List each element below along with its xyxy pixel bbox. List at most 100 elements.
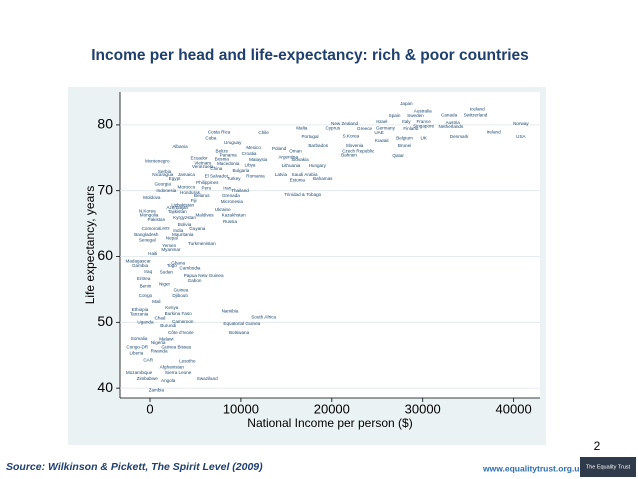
country-label: Bahrain (341, 152, 357, 157)
country-label: Barbados (308, 143, 328, 148)
x-tick-label: 30000 (405, 401, 441, 416)
x-axis-title: National Income per person ($) (247, 416, 412, 430)
country-label: Chile (258, 130, 269, 135)
country-label: Guyana (189, 226, 206, 231)
country-label: Israel (376, 119, 387, 124)
country-label: Niger (159, 281, 170, 286)
country-label: Nicaragua (152, 172, 173, 177)
y-axis-title: Life expectancy, years (83, 186, 97, 305)
country-label: Madagascar (126, 258, 152, 263)
page-number: 2 (594, 439, 601, 453)
country-label: Greece (357, 126, 373, 131)
country-label: Micronesia (221, 199, 244, 204)
country-label: Japan (400, 101, 413, 106)
country-label: Netherlands (439, 124, 464, 129)
country-label: UAE (374, 130, 383, 135)
country-label: Fiji (191, 198, 197, 203)
country-label: Uganda (137, 320, 154, 325)
country-label: Panama (220, 152, 238, 157)
country-label: Moldova (143, 195, 161, 200)
country-label: Laos (160, 225, 171, 230)
country-label: Hungary (309, 163, 327, 168)
country-label: Egypt (169, 176, 181, 181)
source: Source: Wilkinson & Pickett, The Spirit … (6, 461, 263, 473)
country-label: Serbia (158, 169, 172, 174)
country-label: Canada (441, 112, 458, 117)
country-label: Cuba (205, 135, 216, 140)
country-label: Haiti (148, 251, 157, 256)
country-label: Mongolia (140, 212, 159, 217)
country-label: Singapore (413, 123, 434, 128)
country-label: Latvia (275, 172, 288, 177)
country-label: Mexico (246, 145, 261, 150)
country-label: Macedonia (217, 161, 240, 166)
country-label: Mozambique (126, 370, 153, 375)
country-label: New Zealand (331, 121, 359, 126)
country-label: Malawi (159, 337, 173, 342)
country-label: Senegal (139, 237, 156, 242)
country-label: Iran (223, 185, 231, 190)
country-label: Swaziland (197, 376, 218, 381)
country-label: Portugal (301, 134, 318, 139)
country-label: Belarus (194, 193, 210, 198)
country-label: Cambodia (180, 266, 201, 271)
country-label: Pakistan (148, 217, 166, 222)
country-label: Bulgaria (232, 168, 249, 173)
country-label: Eritrea (137, 276, 151, 281)
country-label: Côte d'Ivoire (168, 330, 194, 335)
country-label: Jamaica (178, 172, 196, 177)
country-label: Sierra Leone (165, 370, 192, 375)
country-label: Azerbaijan (166, 205, 188, 210)
country-label: Argentina (278, 154, 298, 159)
country-label: Benin (140, 283, 152, 288)
country-label: Georgia (155, 181, 172, 186)
country-label: Libya (245, 162, 256, 167)
country-label: Chad (155, 316, 166, 321)
country-label: China (210, 166, 222, 171)
country-label: Belize (216, 148, 229, 153)
country-label: Mali (152, 299, 160, 304)
country-label: Belgium (396, 135, 413, 140)
country-label: Saudi Arabia (292, 172, 318, 177)
country-label: El Salvador (205, 173, 229, 178)
country-label: India (173, 228, 183, 233)
slide-title: Income per head and life-expectancy: ric… (91, 47, 529, 64)
country-label: Congo-DR (126, 345, 148, 350)
country-label: Italy (402, 119, 411, 124)
logo: The Equality Trust (586, 464, 631, 470)
country-label: Peru (202, 185, 212, 190)
country-label: N.Korea (139, 208, 156, 213)
y-tick-label: 50 (97, 313, 113, 329)
country-label: Lithuania (282, 163, 301, 168)
country-label: Philippines (196, 180, 219, 185)
country-label: Congo (139, 293, 153, 298)
x-tick-label: 0 (146, 401, 153, 416)
country-label: Somalia (131, 336, 148, 341)
country-label: Australia (414, 108, 432, 113)
country-label: UK (420, 135, 427, 140)
country-label: Togo (167, 263, 177, 268)
country-label: Ghana (171, 260, 185, 265)
country-label: Sweden (407, 113, 424, 118)
country-label: Vietnam (194, 160, 211, 165)
country-label: Russia (223, 219, 237, 224)
country-label: Honduras (180, 190, 201, 195)
country-label: Romania (246, 173, 265, 178)
country-label: Iraq (144, 269, 152, 274)
country-label: S.Korea (343, 133, 360, 138)
country-label: Grenada (222, 193, 240, 198)
country-label: Rwanda (151, 348, 168, 353)
country-label: Guinea (173, 287, 188, 292)
country-label: Uruguay (224, 140, 242, 145)
country-label: Comoros (142, 226, 161, 231)
country-label: Gambia (132, 263, 149, 268)
country-label: Czech Republic (342, 148, 375, 153)
country-label: Equatorial Guinea (223, 321, 260, 326)
country-label: Guinea Bissau (161, 345, 191, 350)
country-label: Papua New Guinea (184, 273, 224, 278)
country-label: Montenegro (145, 158, 170, 163)
country-label: Tajikistan (168, 209, 187, 214)
country-label: Turkey (227, 176, 242, 181)
country-label: Maldives (195, 212, 214, 217)
country-label: Burundi (160, 323, 176, 328)
